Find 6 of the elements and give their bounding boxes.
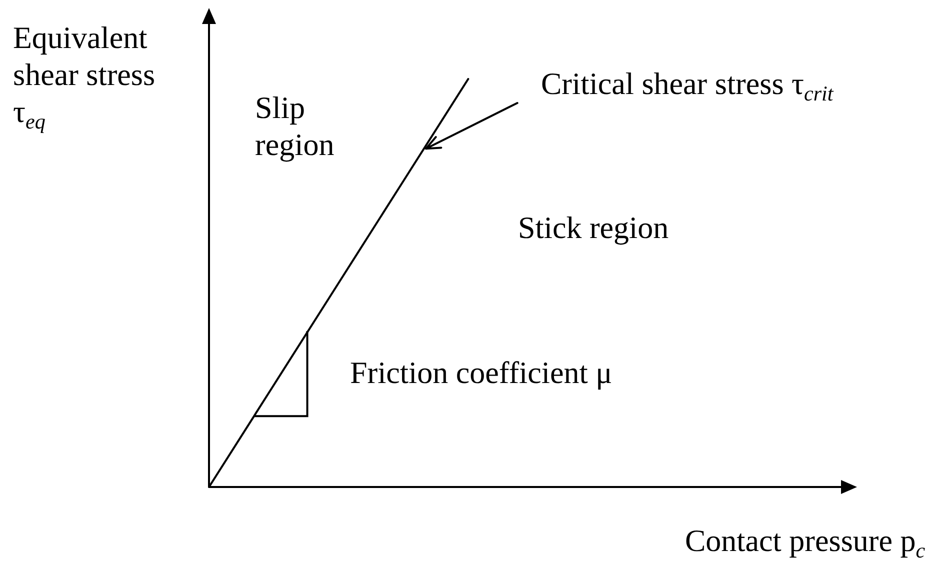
annotation: Slip region <box>255 89 336 163</box>
annotation: Friction coefficient μ <box>350 354 612 391</box>
x-axis-title: Contact pressure p$_{c}$ <box>685 522 926 562</box>
y-axis-title: Equivalent shear stress τ$_{eq}$ <box>13 19 156 134</box>
annotation: Stick region <box>518 209 669 246</box>
annotation: Critical shear stress τ$_{crit}$ <box>541 65 834 106</box>
